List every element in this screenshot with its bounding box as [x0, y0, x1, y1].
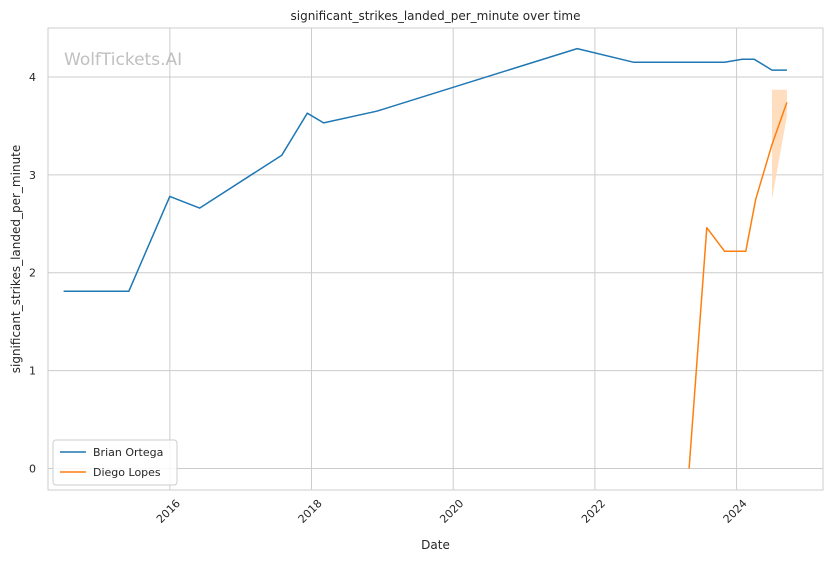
diego-lopes-confidence-band: [772, 89, 787, 200]
legend-label-diego-lopes: Diego Lopes: [93, 466, 161, 479]
y-tick-label: 2: [29, 267, 36, 280]
plot-background: [48, 28, 823, 490]
plot-frame: [47, 27, 824, 491]
y-axis: 0 1 2 3 4: [29, 71, 36, 476]
y-axis-title: significant_strikes_landed_per_minute: [9, 145, 23, 374]
watermark: WolfTickets.AI: [64, 50, 182, 70]
diego-lopes-line: [688, 102, 788, 469]
plot-area: [47, 27, 824, 491]
x-axis-title: Date: [421, 538, 450, 552]
y-tick-label: 3: [29, 169, 36, 182]
y-tick-label: 4: [29, 71, 36, 84]
series-layer: [63, 47, 788, 469]
chart-title: significant_strikes_landed_per_minute ov…: [290, 9, 580, 23]
grid: [48, 28, 823, 490]
legend: Brian Ortega Diego Lopes: [52, 439, 178, 486]
legend-label-brian-ortega: Brian Ortega: [93, 446, 163, 459]
brian-ortega-line: [63, 47, 787, 293]
y-tick-label: 0: [29, 462, 36, 475]
y-tick-label: 1: [29, 365, 36, 378]
